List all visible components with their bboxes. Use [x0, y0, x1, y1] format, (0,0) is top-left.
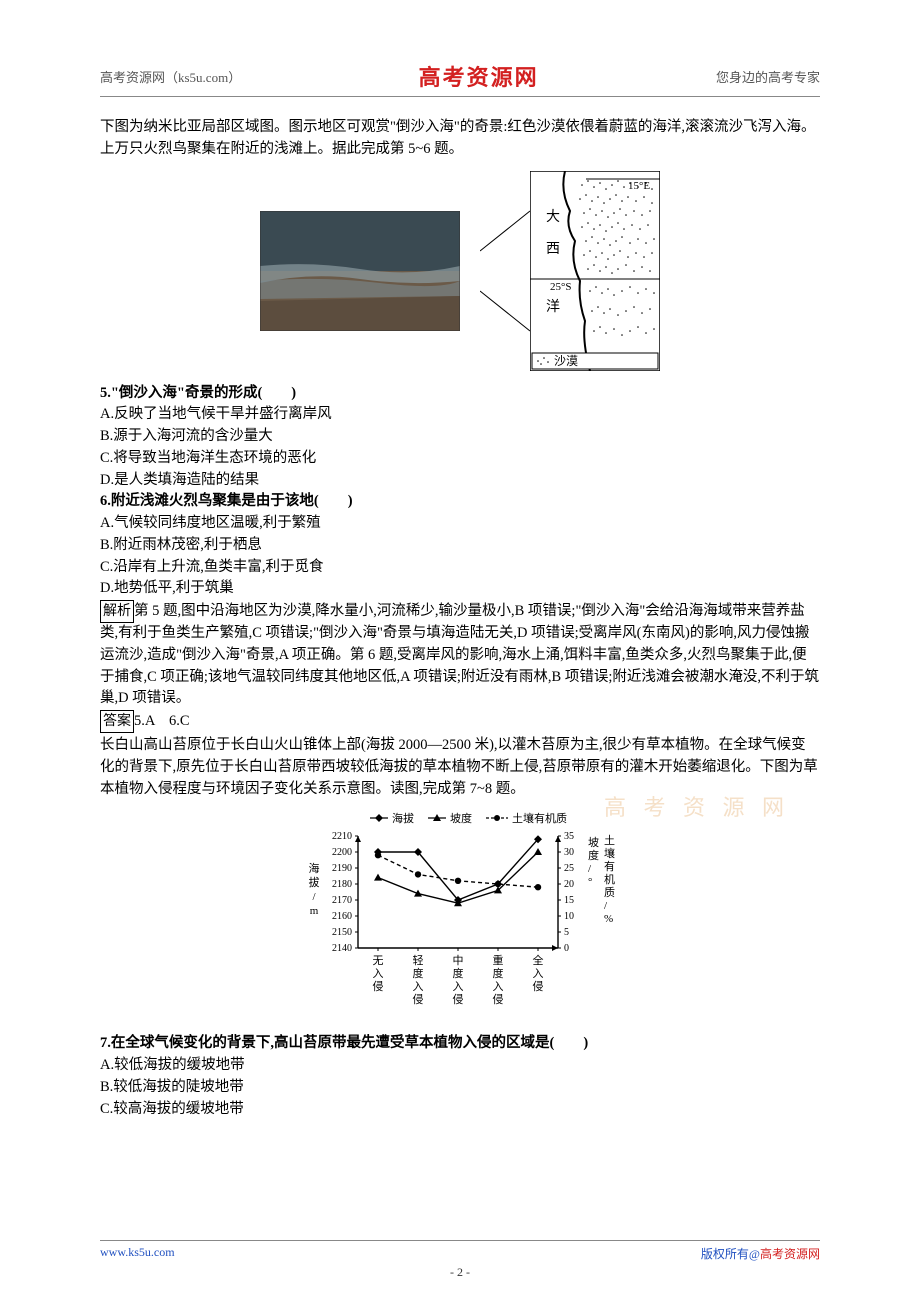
photo-desert-sea	[260, 211, 460, 331]
analysis-label: 解析	[100, 600, 134, 623]
svg-text:侵: 侵	[493, 993, 504, 1006]
svg-text:5: 5	[564, 927, 569, 938]
map-namibia: 15°E 25°S 大 西 洋 沙漠	[530, 171, 660, 371]
ocean-label-0: 大	[546, 209, 560, 225]
svg-text:25: 25	[564, 863, 574, 874]
q5-option-c: C.将导致当地海洋生态环境的恶化	[100, 448, 820, 470]
svg-text:2160: 2160	[332, 911, 352, 922]
q5-option-a: A.反映了当地气候干旱并盛行离岸风	[100, 404, 820, 426]
footer-url: www.ks5u.com	[100, 1245, 175, 1262]
q6-option-b: B.附近雨林茂密,利于栖息	[100, 535, 820, 557]
svg-text:土: 土	[604, 834, 615, 847]
svg-text:有: 有	[604, 859, 615, 873]
svg-text:海: 海	[309, 861, 320, 875]
q6-option-d: D.地势低平,利于筑巢	[100, 578, 820, 600]
connector-lines	[480, 191, 530, 351]
q5-option-d: D.是人类填海造陆的结果	[100, 470, 820, 492]
analysis-text: 第 5 题,图中沿海地区为沙漠,降水量小,河流稀少,输沙量极小,B 项错误;"倒…	[100, 603, 819, 706]
svg-text:35: 35	[564, 831, 574, 842]
svg-text:度: 度	[493, 966, 504, 980]
q7-option-c: C.较高海拔的缓坡地带	[100, 1099, 820, 1121]
map-lon-label: 15°E	[628, 180, 650, 192]
q6-stem: 6.附近浅滩火烈鸟聚集是由于该地( )	[100, 491, 820, 513]
svg-text:2190: 2190	[332, 863, 352, 874]
svg-text:入: 入	[533, 968, 544, 980]
svg-text:全: 全	[533, 953, 544, 967]
svg-text:15: 15	[564, 895, 574, 906]
map-lat-label: 25°S	[550, 281, 572, 293]
svg-text:入: 入	[413, 981, 424, 993]
svg-text:海拔: 海拔	[392, 811, 414, 825]
header-center-logo: 高考资源网	[419, 60, 539, 92]
map-legend: 沙漠	[554, 354, 578, 368]
svg-text:m: m	[310, 905, 319, 917]
header-right: 您身边的高考专家	[716, 67, 820, 86]
svg-text:入: 入	[493, 981, 504, 993]
q5-option-b: B.源于入海河流的含沙量大	[100, 426, 820, 448]
figure-namibia: 15°E 25°S 大 西 洋 沙漠	[100, 171, 820, 371]
svg-text:坡度: 坡度	[450, 811, 472, 825]
svg-text:°: °	[588, 876, 592, 888]
q7-option-a: A.较低海拔的缓坡地带	[100, 1055, 820, 1077]
intro-q7-8: 长白山高山苔原位于长白山火山锥体上部(海拔 2000—2500 米),以灌木苔原…	[100, 735, 820, 800]
ocean-label-2: 洋	[546, 299, 560, 315]
svg-text:20: 20	[564, 879, 574, 890]
ocean-label-1: 西	[546, 242, 560, 257]
svg-text:2210: 2210	[332, 831, 352, 842]
svg-text:土壤有机质: 土壤有机质	[512, 811, 567, 825]
intro-q5-6: 下图为纳米比亚局部区域图。图示地区可观赏"倒沙入海"的奇景:红色沙漠依偎着蔚蓝的…	[100, 117, 820, 161]
svg-text:入: 入	[373, 968, 384, 980]
svg-text:度: 度	[413, 966, 424, 980]
svg-text:2140: 2140	[332, 943, 352, 954]
answer-block: 答案5.A 6.C	[100, 710, 820, 733]
chart-invasion: 海拔坡度土壤有机质2140215021602170218021902200221…	[100, 808, 820, 1023]
page-footer: www.ks5u.com 版权所有@高考资源网	[100, 1240, 820, 1262]
svg-text:侵: 侵	[533, 980, 544, 993]
svg-text:/: /	[604, 900, 608, 912]
svg-text:重: 重	[493, 953, 504, 967]
document-content: 下图为纳米比亚局部区域图。图示地区可观赏"倒沙入海"的奇景:红色沙漠依偎着蔚蓝的…	[100, 117, 820, 1120]
svg-text:/: /	[312, 891, 316, 903]
svg-text:%: %	[604, 913, 613, 925]
svg-text:2150: 2150	[332, 927, 352, 938]
svg-text:入: 入	[453, 981, 464, 993]
q7-option-b: B.较低海拔的陡坡地带	[100, 1077, 820, 1099]
svg-text:2200: 2200	[332, 847, 352, 858]
header-left: 高考资源网（ks5u.com）	[100, 67, 241, 86]
svg-text:2180: 2180	[332, 879, 352, 890]
svg-text:2170: 2170	[332, 895, 352, 906]
svg-text:无: 无	[373, 955, 384, 967]
q7-stem: 7.在全球气候变化的背景下,高山苔原带最先遭受草本植物入侵的区域是( )	[100, 1033, 820, 1055]
q6-option-c: C.沿岸有上升流,鱼类丰富,利于觅食	[100, 557, 820, 579]
svg-text:度: 度	[453, 966, 464, 980]
svg-text:侵: 侵	[453, 993, 464, 1006]
page-number: - 2 -	[0, 1265, 920, 1280]
analysis-block: 解析第 5 题,图中沿海地区为沙漠,降水量小,河流稀少,输沙量极小,B 项错误;…	[100, 600, 820, 710]
svg-text:轻: 轻	[413, 953, 424, 967]
svg-text:0: 0	[564, 943, 569, 954]
q5-stem: 5."倒沙入海"奇景的形成( )	[100, 383, 820, 405]
svg-text:30: 30	[564, 847, 574, 858]
svg-text:壤: 壤	[604, 846, 615, 860]
page-header: 高考资源网（ks5u.com） 高考资源网 您身边的高考专家	[100, 60, 820, 97]
svg-text:10: 10	[564, 911, 574, 922]
footer-copyright: 版权所有@高考资源网	[701, 1245, 820, 1262]
svg-text:拔: 拔	[309, 875, 320, 889]
q6-option-a: A.气候较同纬度地区温暖,利于繁殖	[100, 513, 820, 535]
svg-text:坡: 坡	[588, 836, 599, 849]
answer-text: 5.A 6.C	[134, 713, 190, 729]
svg-text:/: /	[588, 863, 592, 875]
svg-text:机: 机	[604, 872, 615, 886]
svg-text:中: 中	[453, 954, 464, 967]
svg-text:侵: 侵	[373, 980, 384, 993]
svg-text:侵: 侵	[413, 993, 424, 1006]
svg-text:度: 度	[588, 848, 599, 862]
answer-label: 答案	[100, 710, 134, 733]
svg-text:质: 质	[604, 886, 615, 899]
